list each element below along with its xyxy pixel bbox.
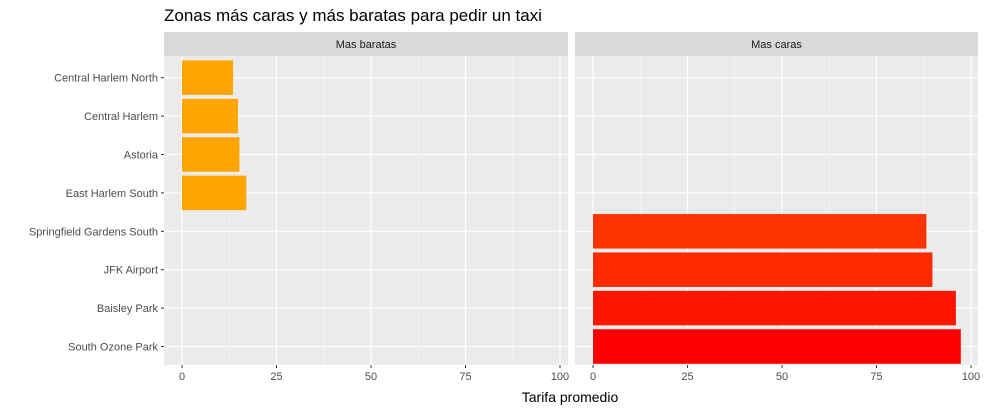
y-tick-label: South Ozone Park <box>68 342 158 354</box>
facet-strip-label: Mas caras <box>751 39 802 51</box>
facet-strip-label: Mas baratas <box>336 39 397 51</box>
x-tick-label: 0 <box>179 371 185 383</box>
bar <box>593 252 933 287</box>
chart-title: Zonas más caras y más baratas para pedir… <box>164 6 542 25</box>
x-tick-label: 50 <box>776 371 788 383</box>
bar <box>593 329 961 364</box>
y-axis: Central Harlem North Central Harlem Astori… <box>29 73 164 354</box>
bar <box>182 137 240 172</box>
facet-strip <box>575 32 978 56</box>
y-tick-label: Springfield Gardens South <box>29 226 158 238</box>
y-tick-label: East Harlem South <box>66 188 158 200</box>
x-tick-label: 25 <box>681 371 693 383</box>
y-tick-label: Astoria <box>124 150 159 162</box>
bar <box>593 290 956 326</box>
y-tick-label: Central Harlem North <box>54 73 158 85</box>
panels: Mas baratas 0 25 50 75 100 Mas caras 0 25 50 75 100 <box>164 32 980 383</box>
x-tick-label: 75 <box>459 371 471 383</box>
y-tick-label: Baisley Park <box>97 303 159 315</box>
panel: Mas baratas 0 25 50 75 100 <box>164 32 569 383</box>
panel: Mas caras 0 25 50 75 100 <box>575 32 980 383</box>
x-tick-label: 100 <box>551 371 569 383</box>
x-tick-label: 100 <box>962 371 980 383</box>
y-tick-label: Central Harlem <box>84 111 158 123</box>
facet-strip <box>164 32 568 56</box>
y-tick-label: JFK Airport <box>104 265 158 277</box>
x-tick-label: 25 <box>270 371 282 383</box>
x-tick-label: 75 <box>870 371 882 383</box>
bar <box>182 98 238 134</box>
bar <box>182 175 247 211</box>
bar <box>593 214 927 249</box>
x-tick-label: 0 <box>590 371 596 383</box>
bar <box>182 60 234 95</box>
x-axis-label: Tarifa promedio <box>522 389 619 405</box>
x-tick-label: 50 <box>365 371 377 383</box>
